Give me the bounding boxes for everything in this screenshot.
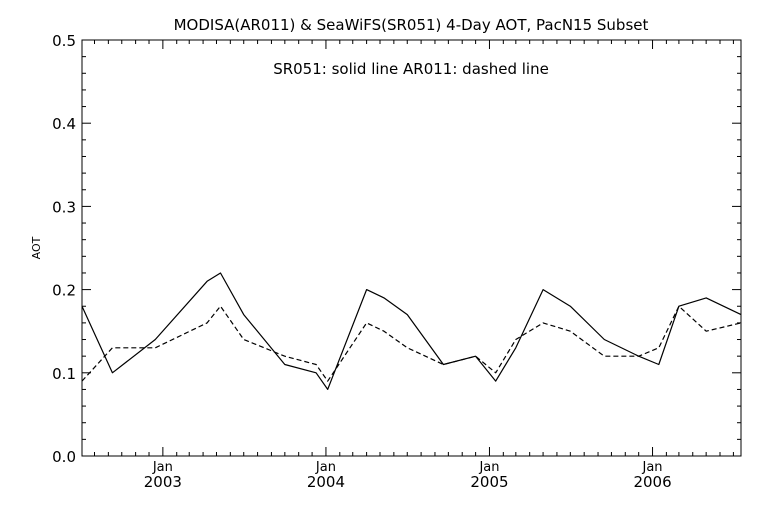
series-sr051-line xyxy=(81,272,742,390)
y-tick-label: 0.1 xyxy=(52,365,76,383)
y-tick-label: 0.3 xyxy=(52,198,76,216)
plot-frame xyxy=(81,39,742,457)
x-tick-month-label: Jan xyxy=(315,460,336,475)
x-tick-year-label: 2005 xyxy=(470,473,508,491)
line-style-annotation: SR051: solid line AR011: dashed line xyxy=(273,60,549,78)
y-tick-label: 0.0 xyxy=(52,448,76,466)
y-axis-label: AOT xyxy=(30,236,43,259)
y-tick-label: 0.4 xyxy=(52,115,76,133)
y-tick-label: 0.5 xyxy=(52,32,76,50)
x-tick-month-label: Jan xyxy=(642,460,663,475)
x-tick-month-label: Jan xyxy=(152,460,173,475)
chart-title: MODISA(AR011) & SeaWiFS(SR051) 4-Day AOT… xyxy=(174,16,649,34)
x-tick-year-label: 2003 xyxy=(144,473,182,491)
series-ar011-line xyxy=(81,305,742,382)
x-tick-year-label: 2004 xyxy=(307,473,345,491)
y-tick-label: 0.2 xyxy=(52,282,76,300)
x-tick-year-label: 2006 xyxy=(633,473,671,491)
x-tick-month-label: Jan xyxy=(478,460,499,475)
